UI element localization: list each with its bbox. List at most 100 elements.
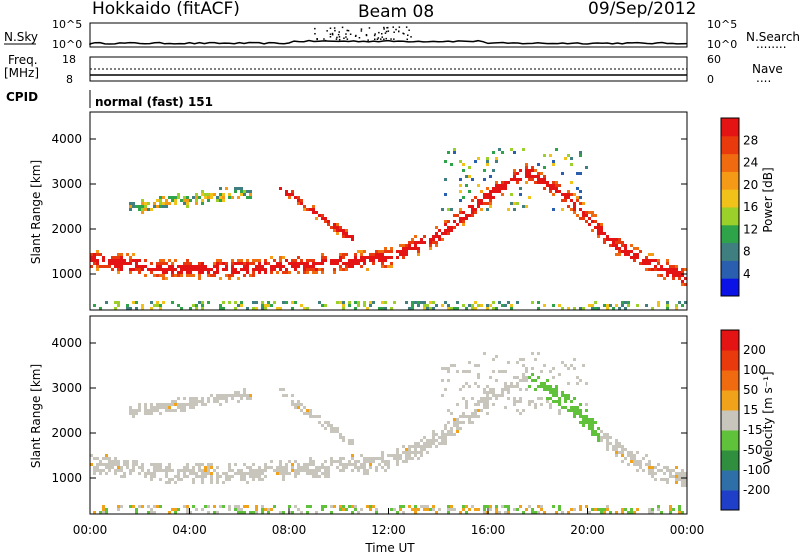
heatmap-cell: [600, 508, 603, 511]
heatmap-cell: [519, 169, 522, 172]
heatmap-cell: [654, 478, 657, 481]
heatmap-cell: [201, 202, 204, 205]
heatmap-cell: [447, 379, 450, 382]
heatmap-cell: [213, 505, 216, 508]
heatmap-cell: [606, 445, 609, 448]
colorbar-tick-label: -50: [743, 443, 763, 457]
heatmap-cell: [675, 268, 678, 271]
heatmap-cell: [234, 508, 237, 511]
heatmap-cell: [126, 253, 129, 256]
heatmap-cell: [579, 202, 582, 205]
nsearch-point: [343, 37, 345, 39]
heatmap-cell: [285, 193, 288, 196]
heatmap-cell: [444, 220, 447, 223]
heatmap-cell: [126, 304, 129, 307]
heatmap-cell: [414, 235, 417, 238]
heatmap-cell: [369, 259, 372, 262]
heatmap-cell: [564, 196, 567, 199]
heatmap-cell: [648, 268, 651, 271]
heatmap-cell: [492, 190, 495, 193]
heatmap-cell: [441, 433, 444, 436]
heatmap-cell: [174, 508, 177, 511]
heatmap-cell: [309, 208, 312, 211]
heatmap-cell: [282, 511, 285, 514]
heatmap-cell: [402, 250, 405, 253]
heatmap-cell: [150, 262, 153, 265]
heatmap-cell: [450, 226, 453, 229]
heatmap-cell: [639, 466, 642, 469]
heatmap-cell: [198, 400, 201, 403]
heatmap-cell: [621, 241, 624, 244]
heatmap-cell: [474, 382, 477, 385]
heatmap-cell: [453, 433, 456, 436]
heatmap-cell: [357, 259, 360, 262]
heatmap-cell: [588, 418, 591, 421]
heatmap-cell: [426, 307, 429, 310]
heatmap-cell: [465, 184, 468, 187]
heatmap-cell: [486, 187, 489, 190]
nsearch-point: [410, 36, 412, 38]
heatmap-cell: [177, 274, 180, 277]
heatmap-cell: [297, 508, 300, 511]
heatmap-cell: [264, 307, 267, 310]
heatmap-cell: [198, 301, 201, 304]
heatmap-cell: [321, 472, 324, 475]
heatmap-cell: [108, 463, 111, 466]
nsearch-point: [381, 36, 383, 38]
heatmap-cell: [321, 262, 324, 265]
heatmap-cell: [189, 262, 192, 265]
heatmap-cell: [153, 274, 156, 277]
heatmap-cell: [219, 475, 222, 478]
heatmap-cell: [522, 379, 525, 382]
heatmap-cell: [576, 196, 579, 199]
heatmap-cell: [651, 253, 654, 256]
heatmap-cell: [315, 262, 318, 265]
heatmap-cell: [387, 454, 390, 457]
heatmap-cell: [348, 463, 351, 466]
heatmap-cell: [543, 154, 546, 157]
heatmap-cell: [573, 358, 576, 361]
heatmap-cell: [342, 262, 345, 265]
heatmap-cell: [495, 157, 498, 160]
heatmap-cell: [504, 385, 507, 388]
heatmap-cell: [183, 268, 186, 271]
nsearch-point: [345, 33, 347, 35]
heatmap-cell: [363, 301, 366, 304]
heatmap-cell: [255, 265, 258, 268]
heatmap-cell: [360, 466, 363, 469]
heatmap-cell: [474, 301, 477, 304]
heatmap-cell: [324, 475, 327, 478]
nsearch-point: [336, 36, 338, 39]
heatmap-cell: [441, 379, 444, 382]
heatmap-cell: [288, 196, 291, 199]
heatmap-cell: [309, 415, 312, 418]
heatmap-cell: [525, 370, 528, 373]
heatmap-cell: [477, 385, 480, 388]
heatmap-cell: [486, 193, 489, 196]
heatmap-cell: [360, 463, 363, 466]
heatmap-cell: [432, 238, 435, 241]
heatmap-cell: [645, 259, 648, 262]
heatmap-cell: [465, 406, 468, 409]
heatmap-cell: [144, 403, 147, 406]
heatmap-cell: [303, 406, 306, 409]
heatmap-cell: [579, 508, 582, 511]
heatmap-cell: [363, 259, 366, 262]
heatmap-cell: [462, 370, 465, 373]
heatmap-cell: [171, 274, 174, 277]
heatmap-cell: [171, 400, 174, 403]
heatmap-cell: [645, 463, 648, 466]
heatmap-cell: [336, 232, 339, 235]
heatmap-cell: [456, 370, 459, 373]
heatmap-cell: [597, 427, 600, 430]
heatmap-cell: [279, 460, 282, 463]
heatmap-cell: [480, 304, 483, 307]
heatmap-cell: [198, 463, 201, 466]
heatmap-cell: [174, 481, 177, 484]
heatmap-cell: [504, 505, 507, 508]
heatmap-cell: [567, 511, 570, 514]
heatmap-cell: [177, 475, 180, 478]
heatmap-cell: [342, 307, 345, 310]
heatmap-cell: [450, 163, 453, 166]
nsearch-point: [365, 34, 368, 36]
